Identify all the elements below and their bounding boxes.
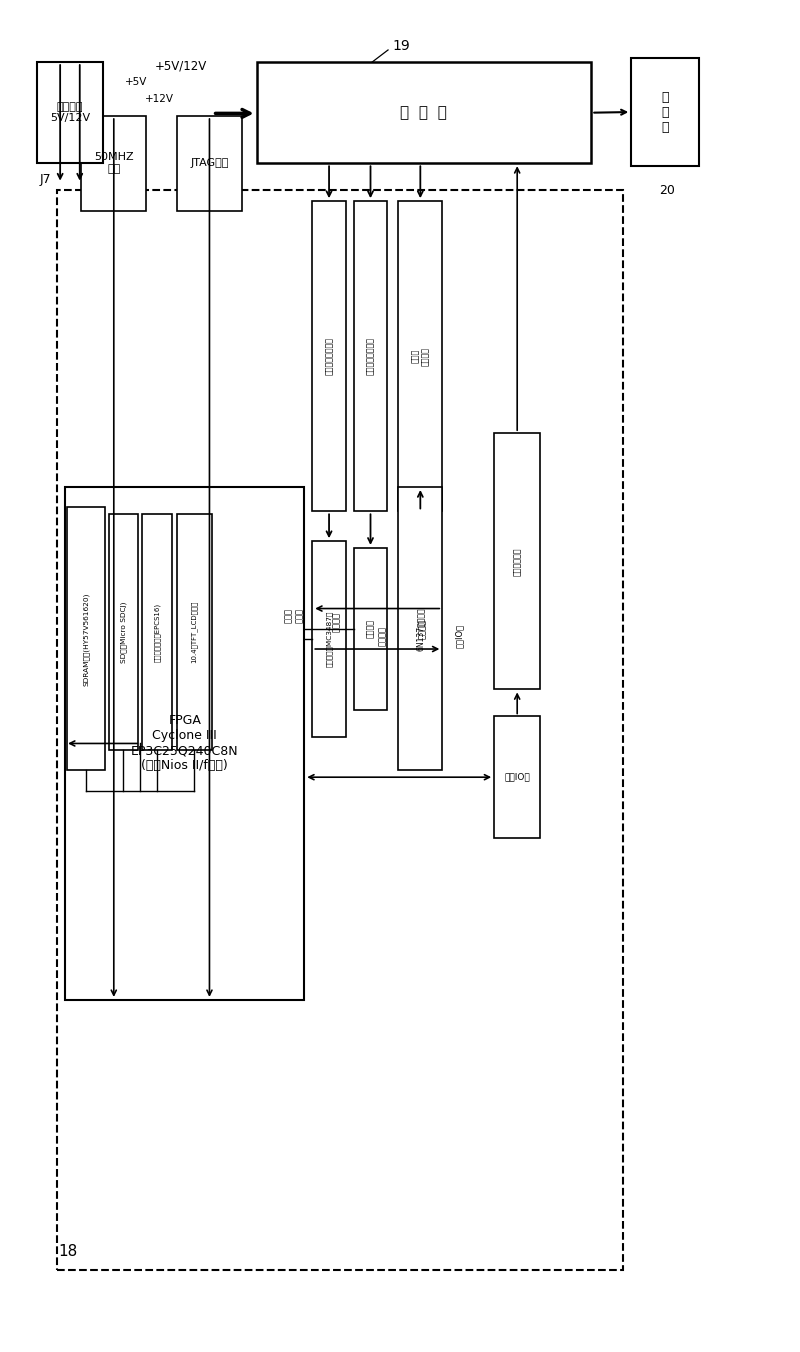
Bar bbox=[312, 201, 346, 511]
Text: 预留IO口: 预留IO口 bbox=[504, 773, 530, 781]
Text: 预留IO口: 预留IO口 bbox=[455, 623, 464, 648]
Text: 差分芯片（MC3487）: 差分芯片（MC3487） bbox=[326, 611, 332, 667]
Text: SD卡（Micro SDCJ): SD卡（Micro SDCJ) bbox=[120, 602, 126, 662]
Text: JTAG接口: JTAG接口 bbox=[190, 158, 229, 168]
Bar bbox=[177, 514, 212, 750]
Text: 选纬信号: 选纬信号 bbox=[332, 612, 341, 631]
Bar bbox=[109, 514, 138, 750]
Text: 开关电源
5V/12V: 开关电源 5V/12V bbox=[50, 101, 90, 123]
Bar bbox=[38, 62, 102, 164]
Text: +5V/12V: +5V/12V bbox=[154, 59, 207, 73]
Text: 编码信号: 编码信号 bbox=[418, 619, 427, 638]
Text: +12V: +12V bbox=[145, 93, 174, 104]
Bar bbox=[631, 58, 699, 166]
Bar bbox=[354, 201, 387, 511]
Text: 驱
动
板: 驱 动 板 bbox=[662, 91, 669, 134]
Bar bbox=[66, 507, 105, 771]
Bar bbox=[177, 116, 242, 211]
Bar bbox=[257, 62, 591, 164]
Bar bbox=[142, 514, 172, 750]
Text: +5V: +5V bbox=[125, 77, 147, 88]
Bar bbox=[65, 487, 304, 1000]
Text: 10.4寸TFT_LCD显示器: 10.4寸TFT_LCD显示器 bbox=[191, 600, 198, 664]
Text: 预留信号接口: 预留信号接口 bbox=[513, 548, 522, 576]
Text: 20: 20 bbox=[659, 184, 675, 197]
Text: 接  口  板: 接 口 板 bbox=[401, 105, 447, 120]
Text: 编码器
输入接口: 编码器 输入接口 bbox=[410, 346, 430, 366]
Text: 花型输
出信号: 花型输 出信号 bbox=[284, 608, 304, 623]
Text: 解码信号: 解码信号 bbox=[378, 626, 387, 645]
Text: 18: 18 bbox=[58, 1244, 78, 1259]
Text: 选纬信号输出接口: 选纬信号输出接口 bbox=[366, 337, 375, 376]
Bar bbox=[494, 433, 540, 690]
Text: J7: J7 bbox=[40, 173, 51, 185]
Bar bbox=[494, 717, 540, 838]
Text: SDRAM内存(HY57V561620): SDRAM内存(HY57V561620) bbox=[82, 592, 89, 685]
Bar bbox=[312, 541, 346, 737]
Text: 串行配置器件（EPCS16): 串行配置器件（EPCS16) bbox=[154, 603, 160, 661]
Text: 6N137光耦隔离: 6N137光耦隔离 bbox=[416, 607, 425, 650]
Bar bbox=[398, 201, 442, 511]
Bar bbox=[57, 191, 623, 1270]
Bar bbox=[398, 487, 442, 771]
Bar bbox=[354, 548, 387, 710]
Text: FPGA
Cyclone III
EP3C25Q240C8N
(嵌入Nios II/f系统): FPGA Cyclone III EP3C25Q240C8N (嵌入Nios I… bbox=[131, 714, 238, 772]
Text: 光耦隔离: 光耦隔离 bbox=[366, 619, 375, 638]
Bar bbox=[81, 116, 146, 211]
Text: 50MHZ
晶振: 50MHZ 晶振 bbox=[94, 153, 134, 174]
Text: 19: 19 bbox=[392, 39, 410, 53]
Text: 花型信号输出接口: 花型信号输出接口 bbox=[325, 337, 334, 376]
